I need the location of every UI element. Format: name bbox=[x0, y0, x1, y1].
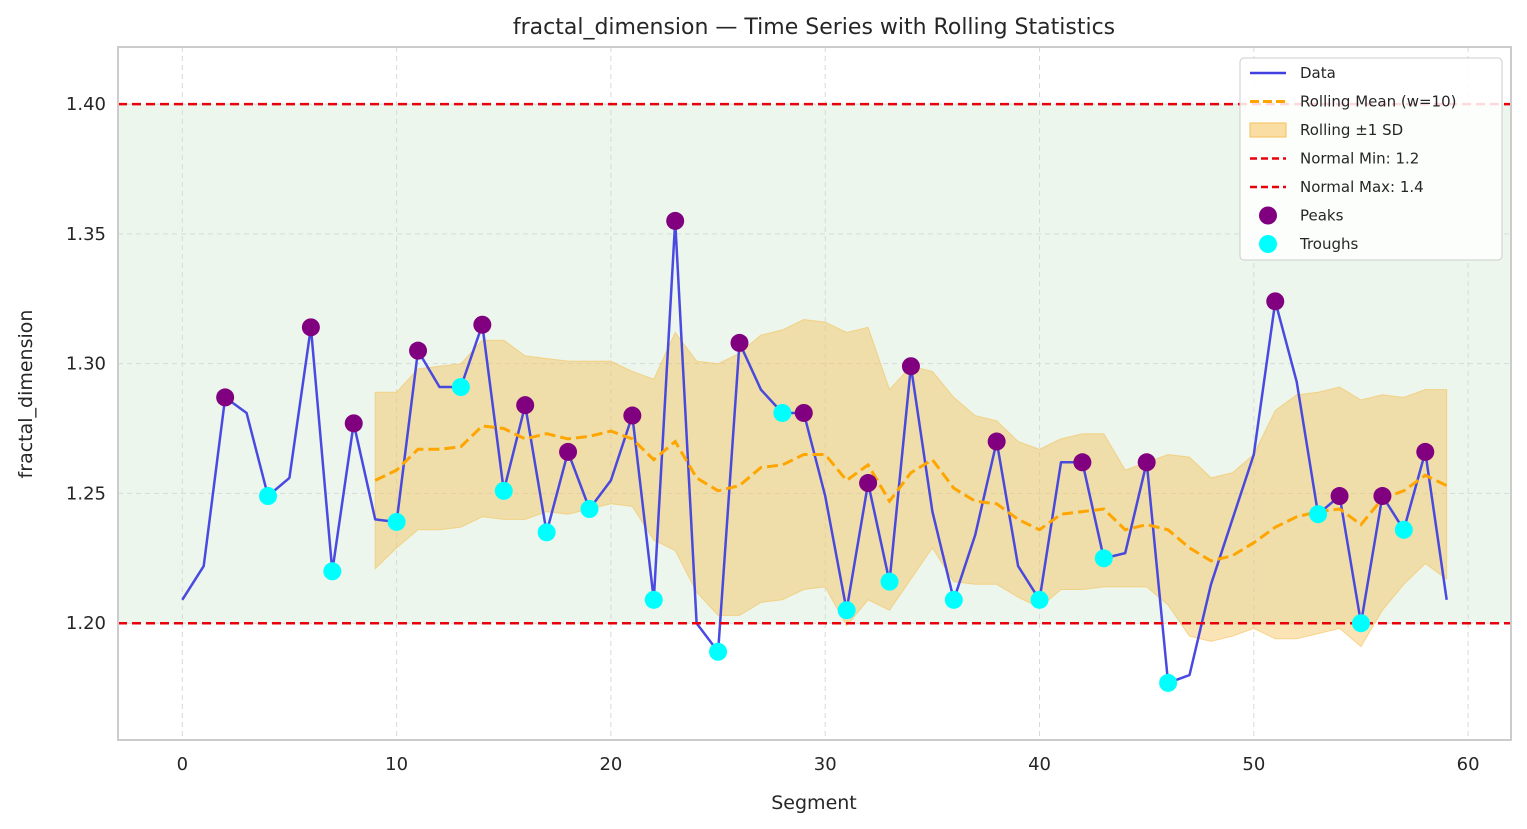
trough-marker bbox=[709, 642, 728, 661]
trough-markers bbox=[259, 378, 1413, 692]
legend-swatch-sd bbox=[1249, 122, 1287, 138]
trough-marker bbox=[1030, 590, 1049, 609]
trough-marker bbox=[1394, 520, 1413, 539]
x-tick-label: 40 bbox=[1028, 754, 1051, 775]
y-tick-label: 1.30 bbox=[66, 354, 106, 375]
x-axis-label: Segment bbox=[771, 792, 857, 814]
trough-marker bbox=[580, 500, 599, 518]
trough-marker bbox=[773, 403, 792, 422]
legend-box bbox=[1239, 57, 1503, 261]
trough-marker bbox=[387, 512, 406, 531]
x-tick-label: 50 bbox=[1242, 754, 1265, 775]
chart-title: fractal_dimension — Time Series with Rol… bbox=[513, 15, 1115, 40]
legend-label: Data bbox=[1300, 64, 1336, 82]
plot-frame bbox=[117, 46, 1512, 741]
legend-label: Peaks bbox=[1300, 207, 1344, 225]
peak-marker bbox=[301, 318, 320, 337]
legend-label: Normal Min: 1.2 bbox=[1300, 150, 1419, 168]
peak-marker bbox=[1373, 487, 1392, 506]
trough-marker bbox=[1309, 505, 1328, 524]
trough-marker bbox=[880, 572, 899, 591]
trough-marker bbox=[644, 590, 663, 609]
normal-limit-lines bbox=[118, 102, 1511, 625]
peak-marker bbox=[1137, 453, 1156, 472]
legend-label: Rolling Mean (w=10) bbox=[1300, 93, 1457, 111]
peak-marker bbox=[1266, 292, 1285, 311]
legend-swatch-marker bbox=[1259, 206, 1277, 225]
legend-label: Rolling ±1 SD bbox=[1300, 121, 1403, 139]
peak-marker bbox=[859, 474, 878, 493]
peak-marker bbox=[901, 357, 920, 376]
trough-marker bbox=[494, 481, 513, 500]
peak-marker bbox=[559, 442, 578, 461]
y-tick-label: 1.40 bbox=[66, 94, 106, 115]
peak-marker bbox=[1416, 442, 1435, 461]
x-tick-label: 20 bbox=[599, 754, 622, 775]
trough-marker bbox=[451, 378, 470, 397]
peak-marker bbox=[794, 403, 813, 422]
trough-marker bbox=[259, 487, 278, 506]
rolling-mean-line bbox=[374, 424, 1448, 563]
x-tick-label: 30 bbox=[814, 754, 837, 775]
trough-marker bbox=[323, 562, 342, 581]
trough-marker bbox=[1159, 673, 1178, 692]
grid bbox=[118, 47, 1511, 740]
legend-swatch-marker bbox=[1259, 235, 1277, 253]
y-axis-ticks: 1.20 1.25 1.30 1.35 1.40 bbox=[66, 94, 106, 634]
trough-marker bbox=[944, 590, 963, 609]
x-tick-label: 0 bbox=[177, 754, 188, 775]
y-tick-label: 1.35 bbox=[66, 224, 106, 245]
rolling-mean-series bbox=[374, 424, 1448, 563]
legend: Data Rolling Mean (w=10) Rolling ±1 SD Norm… bbox=[1239, 57, 1503, 261]
peak-marker bbox=[666, 211, 685, 230]
peak-markers bbox=[216, 211, 1435, 506]
x-tick-label: 60 bbox=[1457, 754, 1480, 775]
trough-marker bbox=[537, 523, 556, 542]
peak-marker bbox=[344, 414, 363, 433]
y-tick-label: 1.25 bbox=[66, 483, 106, 504]
legend-label: Troughs bbox=[1299, 235, 1359, 253]
peak-marker bbox=[409, 341, 428, 360]
peak-marker bbox=[473, 315, 492, 334]
legend-label: Normal Max: 1.4 bbox=[1300, 178, 1424, 196]
peak-marker bbox=[987, 432, 1006, 451]
peak-marker bbox=[216, 388, 235, 407]
trough-marker bbox=[1351, 614, 1370, 633]
peak-marker bbox=[730, 333, 749, 352]
trough-marker bbox=[1094, 549, 1113, 568]
peak-marker bbox=[623, 406, 642, 425]
trough-marker bbox=[837, 601, 856, 620]
peak-marker bbox=[1073, 453, 1092, 472]
peak-marker bbox=[1330, 487, 1349, 506]
y-axis-label: fractal_dimension bbox=[15, 310, 37, 479]
y-tick-label: 1.20 bbox=[66, 613, 106, 634]
x-tick-label: 10 bbox=[385, 754, 408, 775]
x-axis-ticks: 0 10 20 30 40 50 60 bbox=[177, 754, 1480, 775]
peak-marker bbox=[516, 396, 535, 415]
